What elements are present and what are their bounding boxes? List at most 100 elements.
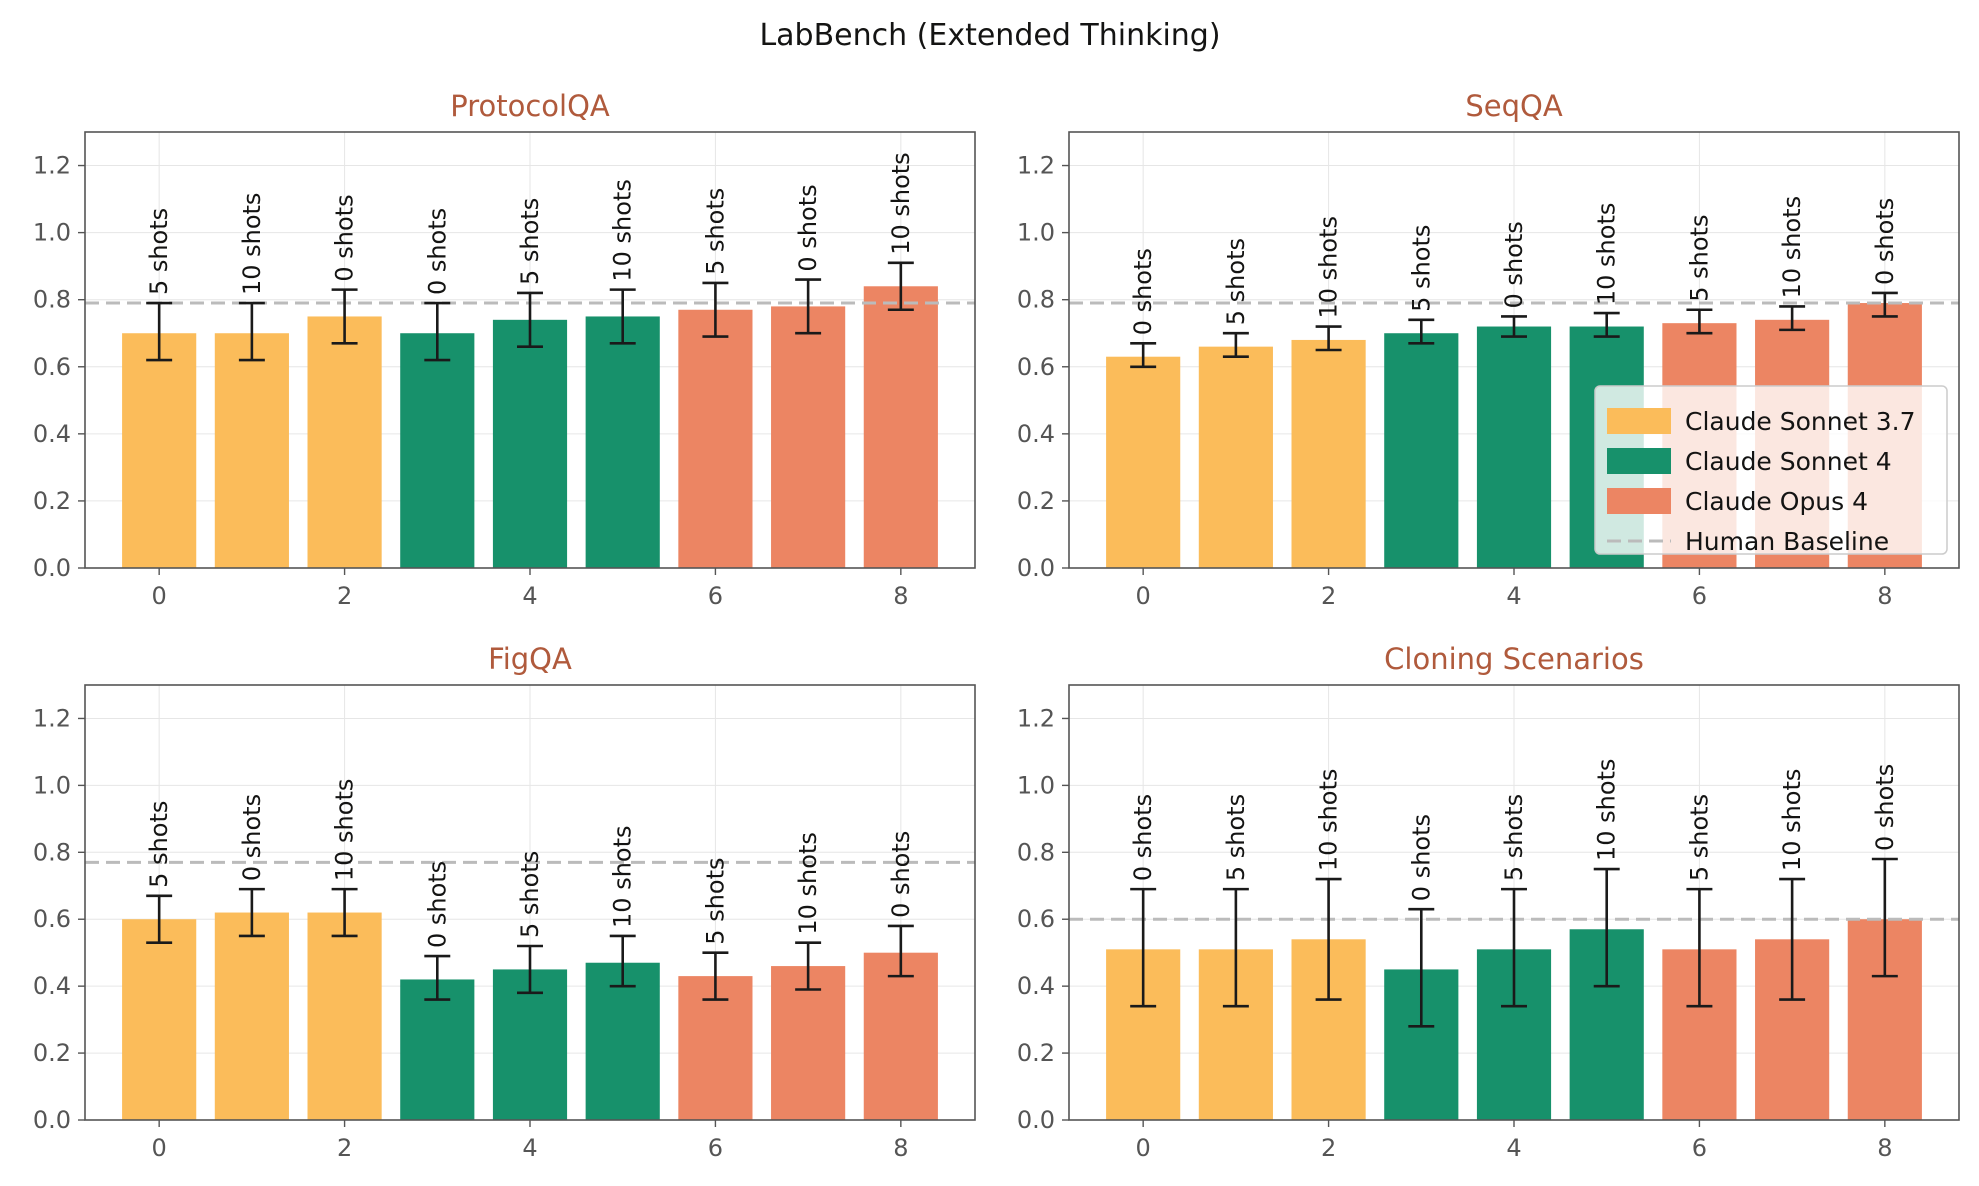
bar bbox=[1384, 333, 1459, 568]
error-bar bbox=[331, 288, 358, 345]
error-bar bbox=[238, 301, 265, 362]
panel-cloning-scenarios: Cloning Scenarios 0 shots 5 shots 10 shots 0… bbox=[1017, 642, 1960, 1162]
x-tick-label: 0 bbox=[1136, 582, 1151, 610]
x-tick-label: 0 bbox=[152, 1134, 167, 1162]
bar-shots-label: 0 shots bbox=[423, 861, 451, 948]
error-bar bbox=[1130, 341, 1157, 369]
bar bbox=[492, 319, 568, 568]
error-bar bbox=[1686, 887, 1713, 1008]
y-tick-label: 0.4 bbox=[1017, 972, 1055, 1000]
x-tick-label: 8 bbox=[1877, 1134, 1892, 1162]
panel-title: ProtocolQA bbox=[450, 89, 610, 123]
error-bar bbox=[146, 894, 173, 944]
x-tick-label: 4 bbox=[1506, 1134, 1521, 1162]
bar-shots-label: 10 shots bbox=[1778, 196, 1806, 298]
bar-shots-label: 0 shots bbox=[887, 831, 915, 918]
bar-shots-label: 5 shots bbox=[1685, 794, 1713, 881]
bar-shots-label: 10 shots bbox=[331, 779, 359, 881]
x-tick-label: 6 bbox=[708, 582, 723, 610]
y-tick-label: 0.4 bbox=[33, 972, 71, 1000]
bar bbox=[585, 316, 660, 568]
bar-shots-label: 5 shots bbox=[701, 188, 729, 275]
bar bbox=[122, 919, 197, 1120]
bar-shots-label: 0 shots bbox=[423, 208, 451, 295]
bar-shots-label: 10 shots bbox=[609, 825, 637, 927]
bar-shots-label: 0 shots bbox=[1129, 794, 1157, 881]
bar bbox=[492, 969, 568, 1120]
error-bar bbox=[795, 941, 822, 991]
panel-protocolqa: ProtocolQA 5 shots 10 shots 0 shots 0 shots 5… bbox=[33, 89, 976, 610]
bar-shots-label: 5 shots bbox=[1407, 225, 1435, 312]
legend-swatch bbox=[1607, 488, 1671, 514]
x-tick-label: 6 bbox=[1692, 582, 1707, 610]
error-bar bbox=[1779, 877, 1806, 1001]
x-tick-label: 6 bbox=[708, 1134, 723, 1162]
error-bar bbox=[609, 934, 636, 988]
legend-entry: Claude Sonnet 4 bbox=[1607, 447, 1892, 476]
x-tick-label: 2 bbox=[337, 1134, 352, 1162]
bar-shots-label: 0 shots bbox=[794, 184, 822, 271]
legend-swatch bbox=[1607, 448, 1671, 474]
legend-label: Claude Sonnet 4 bbox=[1685, 447, 1892, 476]
error-bar bbox=[702, 951, 729, 1001]
y-tick-label: 0.4 bbox=[1017, 420, 1055, 448]
bar-shots-label: 10 shots bbox=[1315, 769, 1343, 871]
y-tick-label: 1.0 bbox=[1017, 219, 1055, 247]
bar-shots-label: 0 shots bbox=[1407, 814, 1435, 901]
bar-shots-label: 5 shots bbox=[1685, 215, 1713, 302]
legend: Claude Sonnet 3.7 Claude Sonnet 4 Claude O… bbox=[1594, 385, 1948, 556]
legend-label: Human Baseline bbox=[1685, 527, 1889, 556]
bar bbox=[400, 333, 475, 568]
bar-shots-label: 10 shots bbox=[238, 193, 266, 295]
bar-shots-label: 0 shots bbox=[1871, 764, 1899, 851]
x-tick-label: 0 bbox=[1136, 1134, 1151, 1162]
y-tick-label: 1.2 bbox=[33, 152, 71, 180]
bar-shots-label: 10 shots bbox=[794, 832, 822, 934]
error-bar bbox=[1315, 877, 1342, 1001]
bar-shots-label: 0 shots bbox=[1129, 248, 1157, 335]
bar bbox=[1476, 326, 1552, 568]
error-bar bbox=[1408, 907, 1435, 1028]
legend-label: Claude Opus 4 bbox=[1685, 487, 1868, 516]
bar-shots-label: 0 shots bbox=[238, 794, 266, 881]
bar-shots-label: 10 shots bbox=[1593, 203, 1621, 305]
x-tick-label: 8 bbox=[893, 1134, 908, 1162]
y-tick-label: 0.0 bbox=[1017, 1106, 1055, 1134]
x-tick-label: 4 bbox=[522, 1134, 537, 1162]
panel-figqa: FigQA 5 shots 0 shots 10 shots 0 shots 5 shot… bbox=[33, 642, 976, 1162]
bar-shots-label: 5 shots bbox=[701, 857, 729, 944]
y-tick-label: 0.8 bbox=[1017, 286, 1055, 314]
x-tick-label: 2 bbox=[337, 582, 352, 610]
error-bar bbox=[424, 301, 451, 362]
y-tick-label: 0.0 bbox=[33, 554, 71, 582]
error-bar bbox=[1593, 867, 1620, 988]
legend-box bbox=[1594, 385, 1948, 555]
bar bbox=[771, 966, 846, 1120]
x-tick-label: 6 bbox=[1692, 1134, 1707, 1162]
y-tick-label: 0.0 bbox=[1017, 554, 1055, 582]
x-tick-label: 4 bbox=[522, 582, 537, 610]
x-tick-label: 8 bbox=[893, 582, 908, 610]
y-tick-label: 1.0 bbox=[33, 219, 71, 247]
legend-entry: Claude Opus 4 bbox=[1607, 487, 1868, 516]
y-tick-label: 0.2 bbox=[33, 1039, 71, 1067]
figure-title: LabBench (Extended Thinking) bbox=[759, 18, 1220, 53]
panel-title: Cloning Scenarios bbox=[1384, 642, 1644, 676]
bar bbox=[307, 912, 382, 1120]
error-bar bbox=[1222, 887, 1249, 1008]
y-tick-label: 0.8 bbox=[33, 838, 71, 866]
x-tick-label: 4 bbox=[1506, 582, 1521, 610]
error-bar bbox=[887, 924, 914, 978]
error-bar bbox=[1593, 311, 1620, 338]
bar-shots-label: 10 shots bbox=[1593, 759, 1621, 861]
y-tick-label: 1.0 bbox=[33, 771, 71, 799]
bar bbox=[585, 962, 660, 1120]
error-bar bbox=[1222, 331, 1249, 359]
y-tick-label: 0.6 bbox=[33, 353, 71, 381]
bar-shots-label: 0 shots bbox=[1500, 221, 1528, 308]
y-tick-label: 0.4 bbox=[33, 420, 71, 448]
bar bbox=[307, 316, 382, 568]
bar bbox=[678, 309, 753, 568]
bar-shots-label: 5 shots bbox=[145, 801, 173, 888]
